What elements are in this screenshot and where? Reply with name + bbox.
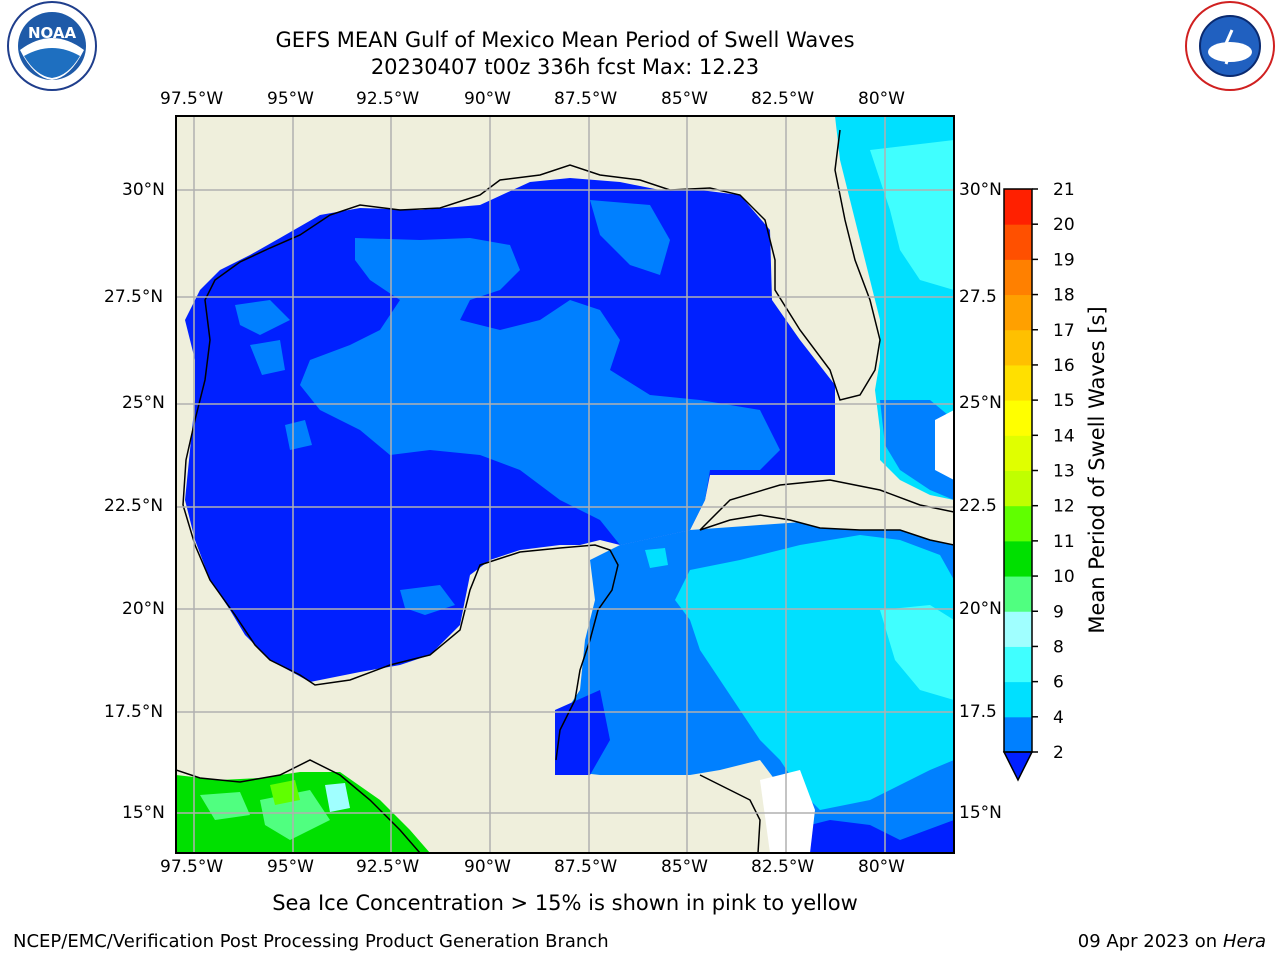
colorbar-band [1004,364,1032,401]
noaa-logo: NOAA [7,1,97,91]
lon-label-bottom: 97.5°W [160,857,224,877]
map-title: GEFS MEAN Gulf of Mexico Mean Period of … [275,28,855,52]
colorbar-tick-label: 13 [1053,462,1075,482]
lat-label-right: 15°N [959,803,1002,823]
lon-label-top: 85°W [661,89,708,109]
graticule [176,116,954,853]
lat-label-left: 15°N [122,803,165,823]
lat-label-right: 30°N [959,180,1002,200]
colorbar-tick-label: 18 [1053,286,1075,306]
colorbar-tick-label: 4 [1053,708,1064,728]
colorbar-band [1004,611,1032,647]
colorbar-band [1004,505,1032,542]
colorbar-band [1004,294,1032,331]
footer-host: Hera [1222,931,1266,952]
colorbar-band [1004,259,1032,296]
lat-label-left: 30°N [122,180,165,200]
lat-label-left: 17.5°N [104,702,164,722]
lat-label-left: 20°N [122,599,165,619]
footer-date-text: 09 Apr 2023 on [1077,931,1223,952]
lon-label-bottom: 85°W [661,857,708,877]
lon-label-top: 95°W [267,89,314,109]
lon-label-bottom: 95°W [267,857,314,877]
colorbar-tick-label: 19 [1053,250,1075,270]
colorbar-tick-label: 15 [1053,391,1075,411]
colorbar-tick-label: 8 [1053,637,1064,657]
svg-text:NOAA: NOAA [28,24,77,42]
colorbar-tick-label: 20 [1053,215,1075,235]
colorbar-band [1004,540,1032,577]
colorbar-band [1004,681,1032,718]
lat-label-left: 27.5°N [104,287,164,307]
colorbar-tick-label: 10 [1053,567,1075,587]
lon-label-top: 82.5°W [751,89,815,109]
map-subtitle: 20230407 t00z 336h fcst Max: 12.23 [370,55,760,79]
colorbar-tick-label: 21 [1053,180,1075,200]
colorbar: 2 4 6 8 9 10 11 12 13 14 15 16 17 18 19 20 21 [1002,180,1075,782]
colorbar-tick-label: 16 [1053,356,1075,376]
colorbar-band [1004,189,1032,225]
colorbar-tick-label: 11 [1053,532,1075,552]
coastline [182,129,881,506]
colorbar-band [1004,224,1032,260]
lat-label-left: 25°N [122,393,165,413]
colorbar-band [1004,435,1032,471]
lat-label-right: 20°N [959,599,1002,619]
colorbar-band [1004,646,1032,683]
colorbar-band [1004,470,1032,507]
lon-label-bottom: 90°W [464,857,511,877]
colorbar-label: Mean Period of Swell Waves [s] [1085,306,1109,634]
colorbar-tick-label: 12 [1053,497,1075,517]
lon-label-top: 80°W [858,89,905,109]
lat-label-left: 22.5°N [104,496,164,516]
colorbar-tick-label: 17 [1053,321,1075,341]
lon-label-top: 92.5°W [356,89,420,109]
lon-label-bottom: 82.5°W [751,857,815,877]
colorbar-band [1004,576,1032,612]
colorbar-band [1004,400,1032,436]
colorbar-tick-label: 9 [1053,602,1064,622]
lon-label-top: 90°W [464,89,511,109]
lat-label-right: 25°N [959,393,1002,413]
lon-label-bottom: 92.5°W [356,857,420,877]
map-area [175,115,955,854]
cuba [699,479,954,546]
lon-label-bottom: 80°W [858,857,905,877]
sea-ice-note: Sea Ice Concentration > 15% is shown in … [272,891,858,915]
colorbar-band [1004,716,1032,753]
colorbar-tick-label: 6 [1053,673,1064,693]
lat-label-right: 22.5 [959,496,997,516]
nws-logo [1182,0,1278,94]
colorbar-tick-label: 2 [1053,743,1064,763]
colorbar-tick-label: 14 [1053,426,1075,446]
lat-label-right: 17.5 [959,702,997,722]
lon-label-bottom: 87.5°W [554,857,618,877]
colorbar-band [1004,329,1032,366]
gulf-mid-period [300,238,780,545]
lon-label-top: 97.5°W [160,89,224,109]
lat-label-right: 27.5 [959,287,997,307]
footer-date: 09 Apr 2023 on Hera [1078,931,1266,952]
lon-label-top: 87.5°W [554,89,618,109]
footer-credit: NCEP/EMC/Verification Post Processing Pr… [13,931,609,952]
